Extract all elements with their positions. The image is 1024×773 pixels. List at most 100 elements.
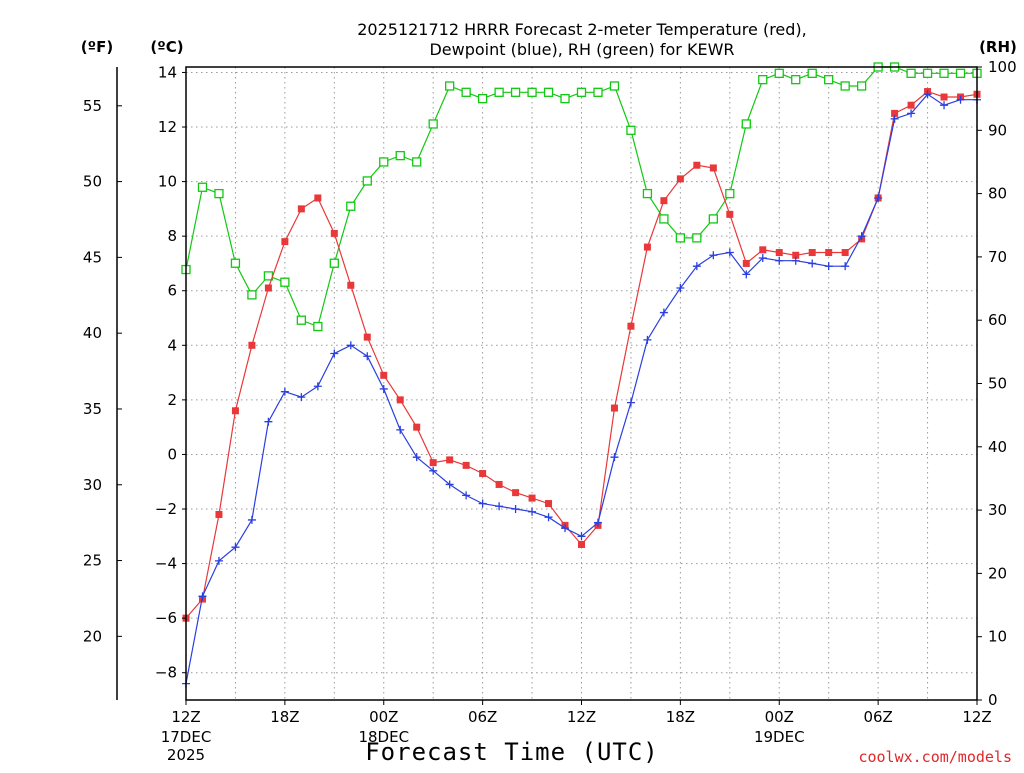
fahrenheit-tick-label: 45 xyxy=(83,248,102,266)
dewpoint-point xyxy=(593,518,602,527)
celsius-tick-label: 2 xyxy=(167,391,177,409)
fahrenheit-tick-label: 35 xyxy=(83,400,102,418)
rh-point xyxy=(280,277,290,287)
temperature-point xyxy=(462,461,470,469)
rh-point xyxy=(412,157,422,167)
dewpoint-point xyxy=(313,382,322,391)
rh-point xyxy=(494,87,504,97)
dewpoint-point xyxy=(445,480,454,489)
temperature-point xyxy=(380,371,388,379)
temperature-point xyxy=(545,500,553,508)
temperature-point xyxy=(396,396,404,404)
temperature-point xyxy=(528,494,536,502)
dewpoint-point xyxy=(791,256,800,265)
rh-point xyxy=(609,81,620,91)
celsius-tick-label: 4 xyxy=(167,336,177,354)
rh-point xyxy=(675,233,686,243)
rh-point xyxy=(708,214,718,224)
rh-point xyxy=(626,125,636,135)
temperature-point xyxy=(479,470,487,478)
rh-point xyxy=(741,119,751,129)
temperature-point xyxy=(891,109,899,117)
temperature-point xyxy=(676,175,684,183)
rh-point xyxy=(346,201,356,211)
rh-point xyxy=(461,87,471,97)
x-tick-label: 00Z xyxy=(369,708,398,726)
dewpoint-point xyxy=(396,425,405,434)
rh-point xyxy=(725,188,735,199)
dewpoint-point xyxy=(890,114,899,123)
temperature-point xyxy=(693,161,701,169)
dewpoint-point xyxy=(462,491,471,500)
temperature-point xyxy=(297,205,305,213)
dewpoint-point xyxy=(923,90,932,99)
temperature-point xyxy=(363,333,371,341)
x-axis-label: Forecast Time (UTC) xyxy=(365,738,659,766)
rh-point xyxy=(593,87,603,97)
rh-point xyxy=(527,87,537,97)
dewpoint-point xyxy=(742,270,751,279)
rh-tick-label: 0 xyxy=(988,691,998,709)
celsius-tick-label: −6 xyxy=(155,609,177,627)
rh-point xyxy=(214,188,224,199)
dewpoint-point xyxy=(280,387,289,396)
rh-tick-label: 40 xyxy=(988,438,1007,456)
temperature-point xyxy=(643,243,651,251)
celsius-tick-label: −8 xyxy=(155,664,177,682)
rh-point xyxy=(659,214,669,224)
chart-title-line-2: Dewpoint (blue), RH (green) for KEWR xyxy=(429,40,734,59)
temperature-point xyxy=(578,540,585,548)
temperature-point xyxy=(907,101,915,109)
celsius-tick-label: 10 xyxy=(158,173,177,191)
temperature-point xyxy=(610,404,618,412)
dewpoint-point xyxy=(676,284,685,293)
dewpoint-point xyxy=(214,556,223,565)
x-tick-label: 00Z xyxy=(765,708,794,726)
dewpoint-point xyxy=(857,232,866,241)
fahrenheit-tick-label: 30 xyxy=(83,476,102,494)
x-tick-sublabel: 19DEC xyxy=(754,728,805,746)
rh-point xyxy=(791,75,801,85)
rh-point xyxy=(329,258,339,268)
rh-point xyxy=(824,75,834,85)
dewpoint-point xyxy=(330,349,339,358)
dewpoint-point xyxy=(709,251,718,260)
x-tick-label: 12Z xyxy=(567,708,596,726)
credit-text: coolwx.com/models xyxy=(858,748,1012,766)
temperature-point xyxy=(429,459,437,467)
dewpoint-point xyxy=(940,101,949,110)
x-tick-sublabel: 17DEC xyxy=(161,728,212,746)
dewpoint-point xyxy=(231,543,240,552)
dewpoint-point xyxy=(528,507,537,516)
x-tick-label: 18Z xyxy=(666,708,695,726)
rh-point xyxy=(906,68,916,78)
rh-point xyxy=(543,87,554,97)
x-tick-label: 06Z xyxy=(468,708,497,726)
dewpoint-point xyxy=(412,453,421,462)
grid xyxy=(186,67,977,700)
celsius-tick-label: −2 xyxy=(155,500,177,518)
temperature-point xyxy=(495,480,503,488)
dewpoint-point xyxy=(692,262,701,271)
dewpoint-point xyxy=(561,524,570,533)
dewpoint-point xyxy=(643,335,652,344)
temperature-point xyxy=(841,249,849,257)
dewpoint-point xyxy=(544,513,553,522)
dewpoint-point xyxy=(824,262,833,271)
temperature-point xyxy=(512,489,520,497)
dewpoint-point xyxy=(297,393,306,402)
rh-tick-label: 60 xyxy=(988,311,1007,329)
dewpoint-point xyxy=(956,95,965,104)
rh-point xyxy=(395,150,405,161)
fahrenheit-tick-label: 20 xyxy=(83,627,102,645)
x-tick-sublabel: 18DEC xyxy=(358,728,409,746)
temperature-point xyxy=(314,194,322,202)
fahrenheit-axis-unit: (ºF) xyxy=(81,38,113,56)
dewpoint-point xyxy=(363,352,372,361)
rh-tick-label: 20 xyxy=(988,564,1007,582)
rh-tick-label: 100 xyxy=(988,58,1017,76)
celsius-tick-label: 0 xyxy=(167,445,177,463)
dewpoint-point xyxy=(264,417,273,426)
rh-point xyxy=(692,233,702,243)
